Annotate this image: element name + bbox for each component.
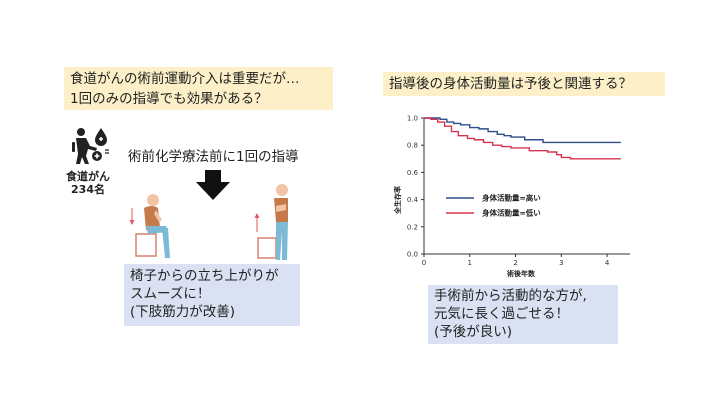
y-tick-label: 0.2 — [407, 223, 418, 231]
intervention-text: 術前化学療法前に1回の指導 — [128, 149, 299, 165]
x-tick-label: 1 — [468, 259, 472, 267]
question-line: 1回のみの指導でも効果がある？ — [70, 91, 268, 107]
result-box-prognosis: 手術前から活動的な方が, 元気に長く過ごせる！ (予後が良い) — [428, 285, 618, 344]
question-text: 指導後の身体活動量は予後と関連する？ — [389, 76, 632, 92]
patient-count: 食道がん 234名 — [66, 170, 110, 196]
result-line: 手術前から活動的な方が, — [434, 288, 587, 304]
survival-curve-high — [424, 117, 621, 144]
x-axis-label: 術後年数 — [506, 269, 536, 278]
question-box-intervention: 食道がんの術前運動介入は重要だが… 1回のみの指導でも効果がある？ — [64, 67, 333, 110]
patient-exercise-icon — [72, 128, 109, 164]
result-line: (下肢筋力が改善) — [130, 304, 236, 320]
result-line: 椅子からの立ち上がりが — [130, 268, 279, 284]
x-tick-label: 2 — [513, 259, 517, 267]
result-line: 元気に長く過ごせる！ — [434, 306, 569, 322]
x-tick-label: 0 — [422, 259, 426, 267]
question-line: 食道がんの術前運動介入は重要だが… — [70, 71, 300, 87]
result-line: スムーズに！ — [130, 286, 211, 302]
result-line: (予後が良い) — [434, 324, 513, 340]
down-arrow-icon — [196, 170, 230, 200]
y-tick-label: 0.8 — [407, 142, 418, 150]
y-tick-label: 0.6 — [407, 169, 419, 177]
y-tick-label: 0.4 — [407, 196, 419, 204]
x-tick-label: 3 — [559, 259, 563, 267]
legend-label: 身体活動量=高い — [482, 193, 541, 203]
question-box-prognosis: 指導後の身体活動量は予後と関連する？ — [383, 72, 665, 96]
x-tick-label: 4 — [605, 259, 610, 267]
survival-curve-chart: 0.0 0.2 0.4 0.6 0.8 1.0 0 1 2 3 4 術後年数 全生存率 身体活動量=高い身… — [393, 115, 630, 278]
y-tick-label: 0.0 — [407, 251, 418, 259]
sit-to-stand-standing-figure — [254, 184, 288, 260]
sit-to-stand-sitting-figure — [129, 194, 170, 258]
result-box-muscle: 椅子からの立ち上がりが スムーズに！ (下肢筋力が改善) — [124, 264, 300, 326]
legend-label: 身体活動量=低い — [482, 208, 541, 218]
y-axis-label: 全生存率 — [393, 186, 402, 215]
survival-curve-low — [424, 117, 621, 160]
y-tick-label: 1.0 — [407, 115, 418, 123]
